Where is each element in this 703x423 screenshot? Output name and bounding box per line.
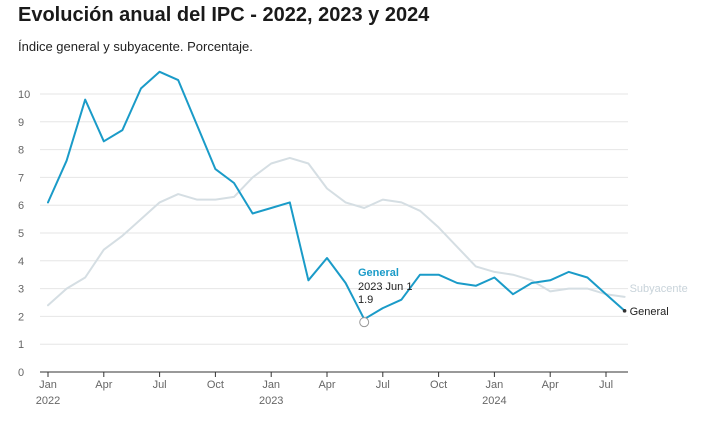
x-tick-label: Jan — [486, 379, 504, 391]
series-line-general — [47, 70, 626, 321]
y-tick-label: 9 — [18, 117, 24, 129]
y-tick-label: 3 — [18, 284, 24, 296]
y-tick-label: 2 — [18, 311, 24, 323]
y-tick-label: 6 — [18, 200, 24, 212]
x-axis: Jan 2022 Apr Jul Oct Jan 2023 Apr Jul Oct Jan 2024 A… — [36, 372, 613, 407]
x-tick-label: Jul — [599, 379, 613, 391]
x-tick-label: Jan — [39, 379, 57, 391]
x-tick-year: 2023 — [259, 395, 283, 407]
y-tick-label: 4 — [18, 256, 24, 268]
series-layer: Subyacente General — [47, 70, 688, 321]
x-tick-label: Oct — [207, 379, 224, 391]
y-tick-label: 8 — [18, 145, 24, 157]
chart-subtitle: Índice general y subyacente. Porcentaje. — [18, 39, 253, 54]
y-tick-label: 10 — [18, 89, 30, 101]
y-tick-label: 5 — [18, 228, 24, 240]
chart-title: Evolución anual del IPC - 2022, 2023 y 2… — [18, 4, 430, 26]
tooltip-annotation: General 2023 Jun 11.9 — [358, 267, 412, 328]
x-tick-year: 2022 — [36, 395, 60, 407]
grid-layer — [40, 93, 628, 373]
series-end-dot-general — [622, 309, 627, 313]
annotation-marker — [359, 317, 370, 328]
x-tick-label: Apr — [542, 379, 559, 391]
x-tick-label: Apr — [318, 379, 335, 391]
annotation-series: General — [358, 267, 399, 279]
y-tick-label: 0 — [18, 367, 24, 379]
x-tick-year: 2024 — [482, 395, 506, 407]
x-tick-label: Jan — [262, 379, 280, 391]
y-tick-label: 7 — [18, 172, 24, 184]
annotation-value: 1.9 — [358, 294, 373, 306]
x-tick-label: Jul — [376, 379, 390, 391]
y-axis: 0 1 2 3 4 5 6 7 8 9 10 — [18, 89, 30, 379]
series-line-subyacente — [47, 156, 626, 307]
series-end-label-general: General — [630, 306, 669, 318]
x-tick-label: Oct — [430, 379, 447, 391]
x-tick-label: Apr — [95, 379, 112, 391]
series-end-label-subyacente: Subyacente — [630, 283, 688, 295]
annotation-date: 2023 Jun 1 — [358, 281, 412, 293]
y-tick-label: 1 — [18, 339, 24, 351]
x-tick-label: Jul — [153, 379, 167, 391]
